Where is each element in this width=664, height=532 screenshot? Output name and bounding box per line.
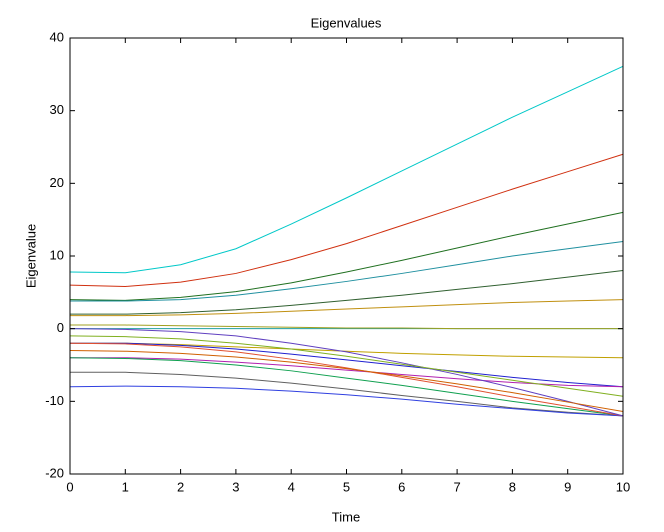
x-tick-label: 6 bbox=[398, 479, 405, 494]
data-line bbox=[69, 349, 624, 412]
y-tick-label: 0 bbox=[57, 320, 64, 335]
x-tick-label: 9 bbox=[564, 479, 571, 494]
data-line bbox=[69, 357, 624, 417]
data-line bbox=[69, 385, 624, 417]
y-axis-label: Eigenvalue bbox=[23, 224, 38, 288]
data-line bbox=[69, 211, 624, 301]
y-tick-label: 10 bbox=[50, 247, 64, 262]
data-line bbox=[69, 342, 624, 417]
x-axis-label: Time bbox=[332, 509, 360, 524]
y-tick-label: 30 bbox=[50, 102, 64, 117]
data-line bbox=[70, 357, 624, 388]
data-line bbox=[69, 153, 624, 288]
data-line bbox=[69, 65, 624, 274]
x-tick-label: 5 bbox=[343, 479, 350, 494]
y-tick-label: 20 bbox=[50, 175, 64, 190]
x-tick-label: 8 bbox=[509, 479, 516, 494]
data-line bbox=[70, 371, 624, 417]
x-tick-label: 3 bbox=[232, 479, 239, 494]
data-line bbox=[70, 240, 624, 302]
data-line bbox=[69, 335, 624, 397]
y-tick-label: 40 bbox=[50, 29, 64, 44]
x-tick-label: 7 bbox=[453, 479, 460, 494]
x-tick-label: 0 bbox=[66, 479, 73, 494]
x-tick-label: 2 bbox=[177, 479, 184, 494]
y-tick-label: -10 bbox=[45, 393, 64, 408]
data-line bbox=[69, 328, 624, 417]
plot-box bbox=[69, 37, 624, 475]
x-tick-label: 4 bbox=[288, 479, 295, 494]
data-line bbox=[70, 270, 624, 315]
y-tick-label: -20 bbox=[45, 465, 64, 480]
data-line bbox=[70, 342, 624, 388]
x-tick-label: 1 bbox=[122, 479, 129, 494]
x-tick-label: 10 bbox=[616, 479, 630, 494]
data-line bbox=[70, 299, 624, 317]
chart-title: Eigenvalues bbox=[311, 15, 382, 30]
data-line bbox=[70, 324, 623, 330]
